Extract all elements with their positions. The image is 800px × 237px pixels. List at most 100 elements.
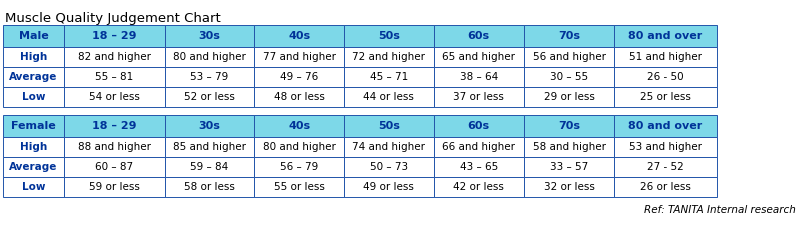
Text: 80 and higher: 80 and higher [173, 52, 246, 62]
Bar [254, 177, 344, 197]
Text: 60s: 60s [468, 31, 490, 41]
Text: Ref: TANITA Internal research: Ref: TANITA Internal research [644, 205, 796, 215]
Text: 60 – 87: 60 – 87 [95, 162, 134, 172]
Text: 40s: 40s [288, 31, 310, 41]
Text: 80 and over: 80 and over [629, 31, 702, 41]
Text: 66 and higher: 66 and higher [442, 142, 515, 152]
Bar [434, 87, 524, 107]
Bar [165, 25, 254, 47]
Text: 18 – 29: 18 – 29 [92, 31, 137, 41]
Text: 58 and higher: 58 and higher [533, 142, 606, 152]
Text: 72 and higher: 72 and higher [352, 52, 426, 62]
Bar [165, 87, 254, 107]
Text: 50 – 73: 50 – 73 [370, 162, 408, 172]
Bar [614, 137, 717, 157]
Bar [614, 115, 717, 137]
Text: 50s: 50s [378, 31, 400, 41]
Bar [254, 115, 344, 137]
Bar [614, 47, 717, 67]
Text: 80 and higher: 80 and higher [262, 142, 336, 152]
Text: Average: Average [10, 72, 58, 82]
Text: 18 – 29: 18 – 29 [92, 121, 137, 131]
Bar [64, 87, 165, 107]
Text: 49 – 76: 49 – 76 [280, 72, 318, 82]
Bar [344, 25, 434, 47]
Text: 38 – 64: 38 – 64 [460, 72, 498, 82]
Bar [614, 25, 717, 47]
Text: 32 or less: 32 or less [544, 182, 594, 192]
Bar [64, 137, 165, 157]
Text: 25 or less: 25 or less [640, 92, 691, 102]
Text: 30s: 30s [198, 31, 221, 41]
Text: 54 or less: 54 or less [89, 92, 140, 102]
Bar [524, 137, 614, 157]
Text: 26 - 50: 26 - 50 [647, 72, 684, 82]
Bar [64, 25, 165, 47]
Bar [524, 115, 614, 137]
Bar [3, 47, 64, 67]
Text: 42 or less: 42 or less [454, 182, 504, 192]
Bar [524, 47, 614, 67]
Text: 50s: 50s [378, 121, 400, 131]
Bar [3, 67, 64, 87]
Bar [165, 67, 254, 87]
Text: Low: Low [22, 182, 46, 192]
Text: High: High [20, 52, 47, 62]
Text: 43 – 65: 43 – 65 [460, 162, 498, 172]
Bar [3, 87, 64, 107]
Bar [434, 157, 524, 177]
Text: 29 or less: 29 or less [544, 92, 594, 102]
Bar [344, 67, 434, 87]
Bar [165, 177, 254, 197]
Text: 51 and higher: 51 and higher [629, 52, 702, 62]
Text: 88 and higher: 88 and higher [78, 142, 151, 152]
Text: Average: Average [10, 162, 58, 172]
Text: 40s: 40s [288, 121, 310, 131]
Bar [524, 177, 614, 197]
Text: 70s: 70s [558, 121, 580, 131]
Bar [434, 177, 524, 197]
Bar [344, 47, 434, 67]
Bar [614, 87, 717, 107]
Bar [254, 25, 344, 47]
Text: 53 – 79: 53 – 79 [190, 72, 229, 82]
Bar [165, 157, 254, 177]
Bar [3, 137, 64, 157]
Bar [3, 157, 64, 177]
Bar [524, 25, 614, 47]
Bar [614, 157, 717, 177]
Text: 82 and higher: 82 and higher [78, 52, 151, 62]
Bar [165, 137, 254, 157]
Text: Male: Male [18, 31, 49, 41]
Bar [165, 115, 254, 137]
Bar [524, 67, 614, 87]
Text: 48 or less: 48 or less [274, 92, 325, 102]
Bar [254, 87, 344, 107]
Text: 33 – 57: 33 – 57 [550, 162, 588, 172]
Bar [524, 157, 614, 177]
Text: Low: Low [22, 92, 46, 102]
Text: 59 – 84: 59 – 84 [190, 162, 229, 172]
Text: 30 – 55: 30 – 55 [550, 72, 588, 82]
Bar [64, 177, 165, 197]
Text: Female: Female [11, 121, 56, 131]
Text: 44 or less: 44 or less [363, 92, 414, 102]
Text: 80 and over: 80 and over [629, 121, 702, 131]
Bar [254, 47, 344, 67]
Bar [614, 177, 717, 197]
Text: 70s: 70s [558, 31, 580, 41]
Bar [64, 47, 165, 67]
Bar [434, 115, 524, 137]
Bar [434, 47, 524, 67]
Text: 60s: 60s [468, 121, 490, 131]
Bar [3, 177, 64, 197]
Text: Muscle Quality Judgement Chart: Muscle Quality Judgement Chart [5, 12, 221, 25]
Bar [254, 67, 344, 87]
Text: 26 or less: 26 or less [640, 182, 691, 192]
Bar [434, 25, 524, 47]
Bar [254, 157, 344, 177]
Bar [344, 115, 434, 137]
Text: 85 and higher: 85 and higher [173, 142, 246, 152]
Text: 58 or less: 58 or less [184, 182, 235, 192]
Text: 65 and higher: 65 and higher [442, 52, 515, 62]
